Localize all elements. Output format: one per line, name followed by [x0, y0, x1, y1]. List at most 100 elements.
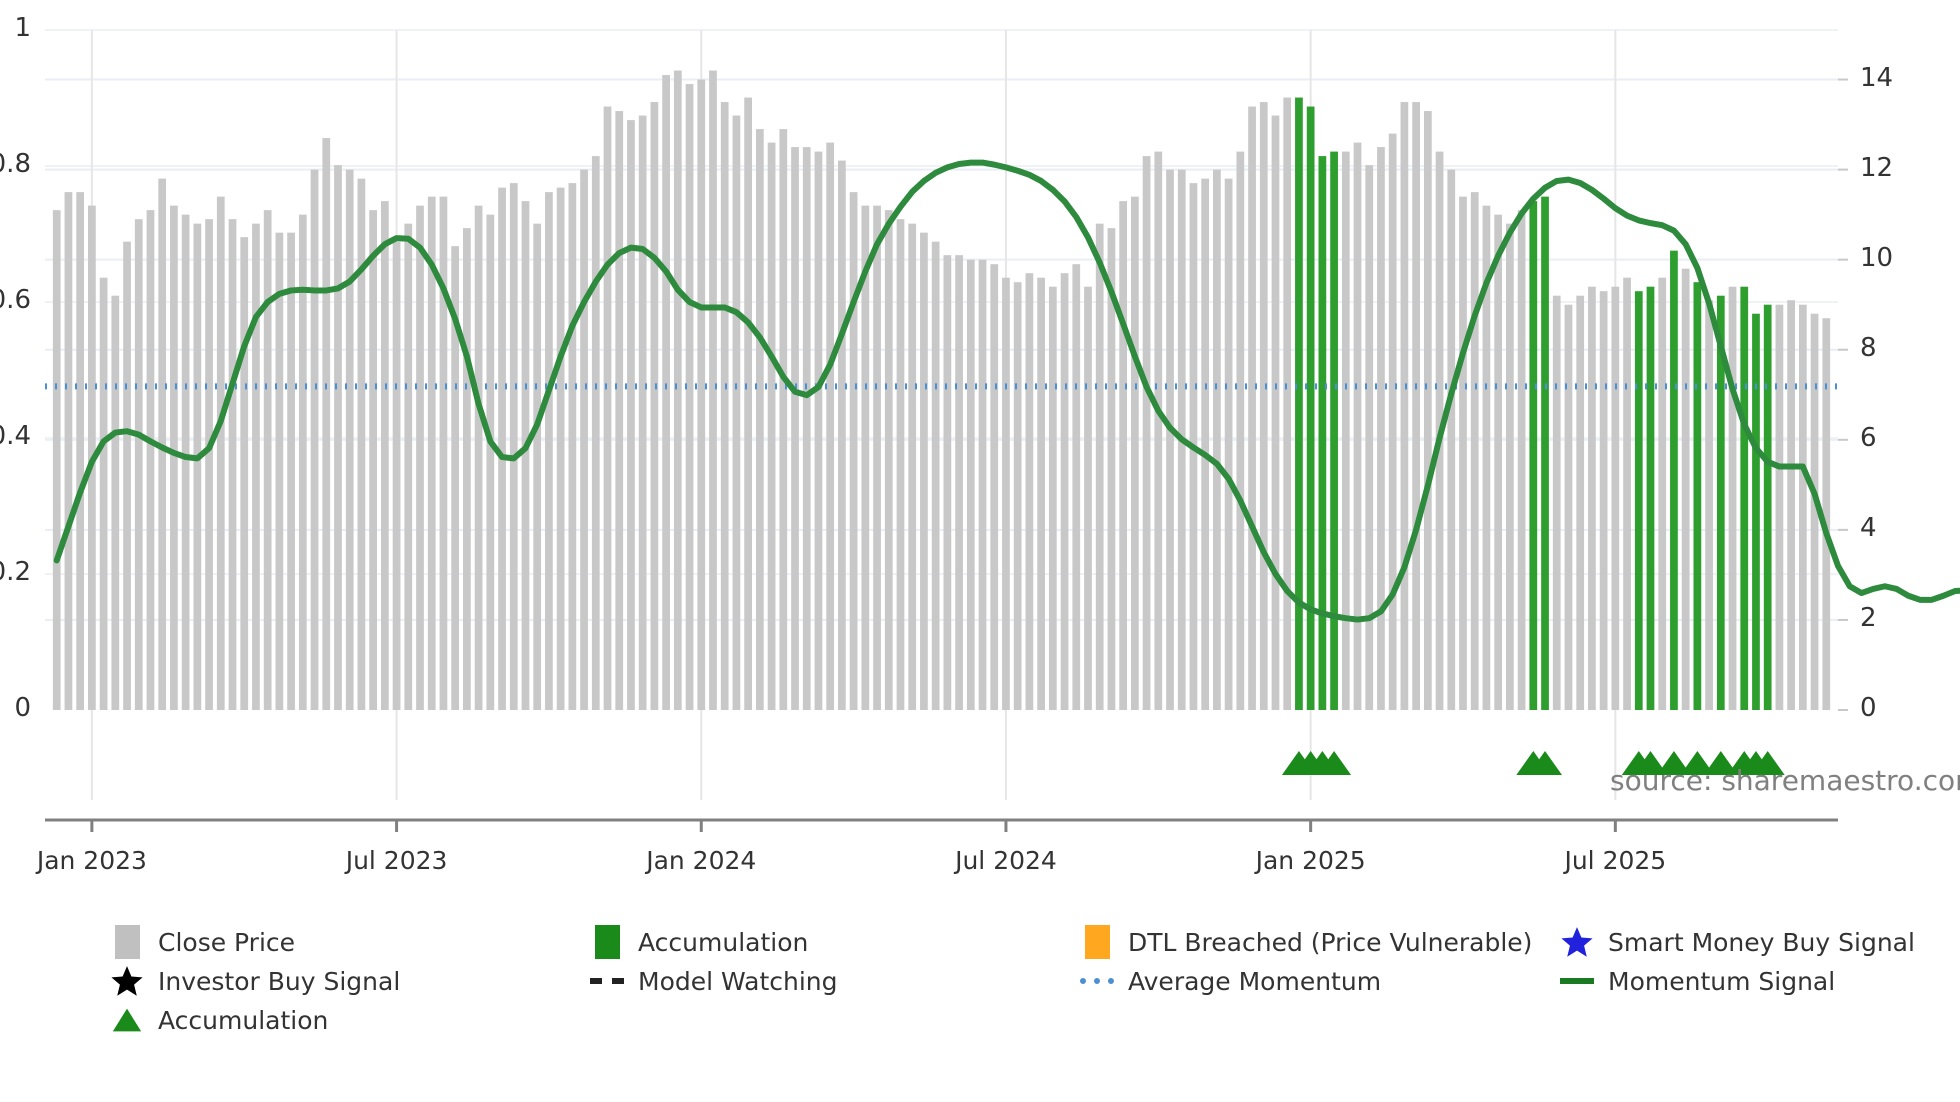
- bar-close-price: [1224, 178, 1233, 711]
- x-axis-tick-label: Jul 2024: [955, 846, 1057, 875]
- bar-close-price: [1611, 286, 1620, 710]
- star-icon: [110, 964, 144, 998]
- bar-close-price: [1166, 169, 1174, 710]
- bar-close-price: [1447, 169, 1456, 710]
- y-axis-left-tick-label: 0.8: [0, 149, 31, 179]
- bar-close-price: [193, 223, 202, 710]
- legend-label: Momentum Signal: [1608, 966, 1836, 996]
- x-axis-tick-label: Jan 2025: [1255, 846, 1366, 875]
- bar-accumulation: [1763, 304, 1772, 710]
- bar-close-price: [252, 223, 260, 710]
- legend-close-price[interactable]: Close Price: [110, 925, 295, 959]
- bar-close-price: [1400, 102, 1409, 710]
- legend-accumulation-marker[interactable]: Accumulation: [110, 1003, 328, 1037]
- bar-close-price: [1048, 286, 1057, 710]
- legend-average-momentum[interactable]: Average Momentum: [1080, 964, 1381, 998]
- y-axis-right-tick-label: 2: [1860, 602, 1877, 633]
- bar-close-price: [357, 178, 366, 711]
- bar-close-price: [1576, 295, 1585, 710]
- bar-close-price: [76, 192, 85, 710]
- square-swatch-icon: [594, 925, 620, 959]
- y-axis-left-tick-label: 0.2: [0, 557, 31, 587]
- bar-accumulation: [1670, 250, 1678, 711]
- y-axis-left-tick-label: 0: [14, 693, 31, 723]
- bar-accumulation: [1295, 97, 1303, 710]
- x-axis-tick-label: Jan 2024: [646, 846, 757, 875]
- legend-momentum-signal[interactable]: Momentum Signal: [1560, 964, 1835, 998]
- bar-close-price: [1271, 115, 1280, 710]
- y-axis-left-tick-label: 1: [14, 13, 31, 43]
- bar-close-price: [814, 151, 823, 710]
- bar-close-price: [298, 214, 307, 711]
- bar-close-price: [1810, 313, 1819, 710]
- dashed-line-icon: [590, 964, 624, 998]
- bar-close-price: [369, 210, 377, 710]
- legend-label: Accumulation: [638, 927, 809, 957]
- bar-close-price: [849, 192, 858, 710]
- bar-close-price: [521, 201, 530, 710]
- bar-close-price: [838, 160, 846, 711]
- bar-close-price: [1095, 223, 1104, 710]
- bar-close-price: [802, 147, 811, 711]
- bar-close-price: [943, 255, 952, 710]
- y-axis-right-tick-label: 10: [1860, 242, 1894, 273]
- legend-label: Investor Buy Signal: [158, 966, 401, 996]
- legend-label: Close Price: [158, 927, 296, 957]
- bar-close-price: [826, 142, 835, 711]
- square-swatch-icon: [114, 925, 140, 959]
- bar-close-price: [1775, 304, 1784, 710]
- bar-close-price: [181, 214, 190, 711]
- legend-accumulation-bar[interactable]: Accumulation: [590, 925, 808, 959]
- legend-dtl-breached[interactable]: DTL Breached (Price Vulnerable): [1080, 925, 1532, 959]
- bar-close-price: [146, 210, 155, 710]
- bar-close-price: [1119, 201, 1128, 710]
- bar-close-price: [955, 255, 963, 710]
- solid-line-icon: [1560, 964, 1594, 998]
- bar-close-price: [380, 201, 389, 710]
- bar-close-price: [744, 97, 753, 710]
- bar-close-price: [439, 196, 448, 711]
- bar-close-price: [263, 210, 272, 710]
- y-axis-right-tick-label: 6: [1860, 422, 1877, 453]
- bar-close-price: [1248, 106, 1256, 711]
- legend-label: Average Momentum: [1128, 966, 1382, 996]
- legend-model-watching[interactable]: Model Watching: [590, 964, 838, 998]
- dotted-line-icon: [1080, 978, 1114, 984]
- triangle-icon: [110, 1003, 144, 1037]
- legend-investor-buy-signal[interactable]: Investor Buy Signal: [110, 964, 400, 998]
- x-axis-tick-label: Jul 2025: [1564, 846, 1667, 875]
- bar-close-price: [1072, 264, 1081, 710]
- bar-close-price: [697, 79, 706, 710]
- bar-close-price: [52, 210, 61, 710]
- bar-accumulation: [1330, 151, 1338, 710]
- bar-close-price: [568, 183, 577, 711]
- bar-close-price: [990, 264, 999, 710]
- square-swatch-icon: [590, 925, 624, 959]
- bar-close-price: [591, 156, 600, 710]
- bar-close-price: [1037, 277, 1045, 710]
- bar-close-price: [931, 241, 940, 710]
- bar-close-price: [1025, 273, 1034, 710]
- bar-close-price: [123, 241, 131, 710]
- legend-smart-money-buy-signal[interactable]: Smart Money Buy Signal: [1560, 925, 1915, 959]
- bar-close-price: [416, 205, 424, 710]
- bar-close-price: [1154, 151, 1163, 710]
- legend-label: Smart Money Buy Signal: [1608, 927, 1915, 957]
- bar-close-price: [533, 223, 542, 710]
- bar-close-price: [1681, 268, 1690, 710]
- x-axis-tick-label: Jan 2023: [36, 846, 147, 875]
- bar-close-price: [1423, 111, 1432, 711]
- bar-close-price: [720, 102, 729, 710]
- bar-close-price: [1201, 178, 1210, 711]
- bar-close-price: [1506, 223, 1514, 710]
- square-swatch-icon: [1080, 925, 1114, 959]
- bar-close-price: [451, 246, 460, 710]
- bar-close-price: [1341, 151, 1350, 710]
- accumulation-triangle-marker: [1317, 751, 1352, 775]
- bar-close-price: [1142, 156, 1151, 710]
- y-axis-right-tick-label: 14: [1860, 62, 1894, 93]
- bar-accumulation: [1646, 286, 1655, 710]
- bar-close-price: [392, 241, 401, 710]
- bar-close-price: [1459, 196, 1467, 711]
